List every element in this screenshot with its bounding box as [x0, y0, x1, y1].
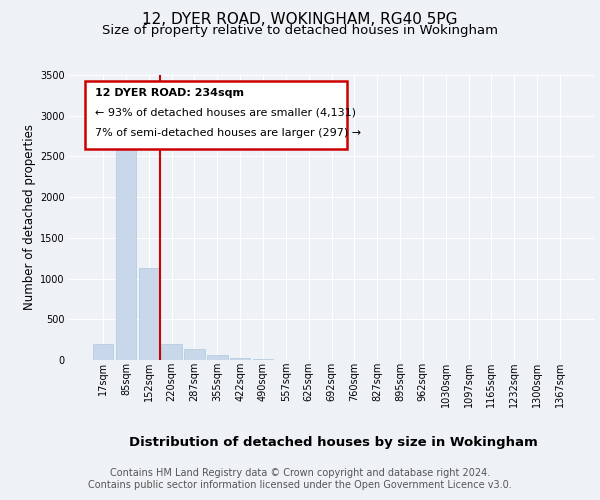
FancyBboxPatch shape	[85, 80, 347, 149]
Bar	[93, 344, 113, 360]
Text: 12, DYER ROAD, WOKINGHAM, RG40 5PG: 12, DYER ROAD, WOKINGHAM, RG40 5PG	[142, 12, 458, 28]
Text: ← 93% of detached houses are smaller (4,131): ← 93% of detached houses are smaller (4,…	[95, 108, 356, 118]
Text: Distribution of detached houses by size in Wokingham: Distribution of detached houses by size …	[128, 436, 538, 449]
Bar	[161, 344, 182, 360]
Text: Size of property relative to detached houses in Wokingham: Size of property relative to detached ho…	[102, 24, 498, 37]
Bar	[207, 354, 227, 360]
Bar	[184, 350, 205, 360]
Bar	[230, 358, 250, 360]
Text: Contains HM Land Registry data © Crown copyright and database right 2024.: Contains HM Land Registry data © Crown c…	[110, 468, 490, 477]
Text: Contains public sector information licensed under the Open Government Licence v3: Contains public sector information licen…	[88, 480, 512, 490]
Y-axis label: Number of detached properties: Number of detached properties	[23, 124, 36, 310]
Bar	[116, 146, 136, 360]
Text: 7% of semi-detached houses are larger (297) →: 7% of semi-detached houses are larger (2…	[95, 128, 361, 138]
Text: 12 DYER ROAD: 234sqm: 12 DYER ROAD: 234sqm	[95, 88, 244, 98]
Bar	[139, 268, 159, 360]
